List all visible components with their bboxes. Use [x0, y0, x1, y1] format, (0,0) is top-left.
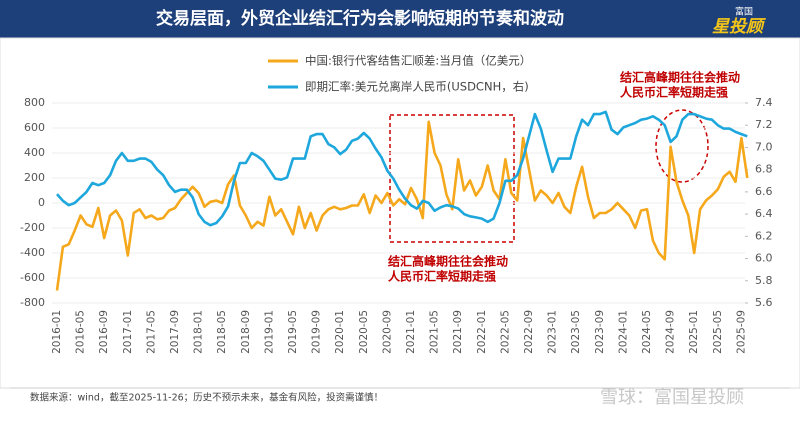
- x-tick-label: 2017-01: [122, 310, 134, 354]
- x-tick-label: 2018-09: [240, 310, 252, 354]
- annotation: 结汇高峰期往往会推动: [388, 254, 508, 269]
- source-note: 数据来源：wind，截至2025-11-26；历史不预示未来，基金有风险，投资需…: [30, 392, 383, 404]
- legend-label: 中国:银行代客结售汇顺差:当月值（亿美元）: [305, 54, 531, 68]
- chart-title: 交易层面，外贸企业结汇行为会影响短期的节奏和波动: [156, 8, 564, 29]
- y-tick-label: 0: [38, 196, 45, 209]
- y2-tick-label: 7.4: [755, 96, 773, 109]
- x-tick-label: 2021-05: [429, 310, 441, 354]
- x-tick-label: 2020-09: [381, 310, 393, 354]
- y2-tick-label: 6.0: [755, 252, 773, 265]
- x-tick-label: 2020-01: [334, 310, 346, 354]
- y2-tick-label: 6.6: [755, 185, 773, 198]
- y-tick-label: 600: [24, 121, 45, 134]
- x-tick-label: 2022-05: [499, 310, 511, 354]
- x-tick-label: 2016-09: [98, 310, 110, 354]
- x-tick-label: 2021-09: [452, 310, 464, 354]
- y-tick-label: -200: [20, 221, 45, 234]
- x-tick-label: 2019-01: [263, 310, 275, 354]
- x-tick-label: 2023-05: [570, 310, 582, 354]
- x-tick-label: 2018-01: [193, 310, 205, 354]
- x-tick-label: 2022-01: [476, 310, 488, 354]
- watermark: 雪球：富国星投顾: [600, 387, 744, 408]
- y-tick-label: -600: [20, 271, 45, 284]
- x-tick-label: 2025-05: [712, 310, 724, 354]
- y2-tick-label: 6.4: [755, 207, 773, 220]
- x-tick-label: 2019-09: [311, 310, 323, 354]
- title-bar: [0, 0, 800, 38]
- x-tick-label: 2025-01: [688, 310, 700, 354]
- x-tick-label: 2018-05: [216, 310, 228, 354]
- x-tick-label: 2021-01: [405, 310, 417, 354]
- x-tick-label: 2024-01: [617, 310, 629, 354]
- y-tick-label: -400: [20, 246, 45, 259]
- x-tick-label: 2024-09: [665, 310, 677, 354]
- x-tick-label: 2017-09: [169, 310, 181, 354]
- y-tick-label: 400: [24, 146, 45, 159]
- annotation: 人民币汇率短期走强: [388, 269, 496, 284]
- x-tick-label: 2025-09: [735, 310, 747, 354]
- annotation: 结汇高峰期往往会推动: [620, 70, 740, 85]
- x-tick-label: 2022-09: [523, 310, 535, 354]
- x-tick-label: 2020-05: [358, 310, 370, 354]
- x-tick-label: 2023-09: [594, 310, 606, 354]
- x-tick-label: 2024-05: [641, 310, 653, 354]
- series-line: [56, 110, 748, 227]
- x-tick-label: 2019-05: [287, 310, 299, 354]
- y2-tick-label: 7.0: [755, 140, 773, 153]
- annotation: 人民币汇率短期走强: [620, 85, 728, 100]
- y-tick-label: 800: [24, 96, 45, 109]
- y2-tick-label: 6.2: [755, 229, 773, 242]
- y-tick-label: -800: [20, 296, 45, 309]
- y2-tick-label: 5.8: [755, 274, 773, 287]
- highlight-ellipse: [655, 109, 709, 183]
- x-tick-label: 2023-01: [547, 310, 559, 354]
- y2-tick-label: 7.2: [755, 118, 773, 131]
- logo-main: 星投顾: [712, 17, 766, 37]
- x-tick-label: 2017-05: [145, 310, 157, 354]
- y-tick-label: 200: [24, 171, 45, 184]
- logo-top: 富国: [735, 6, 753, 18]
- x-tick-label: 2016-05: [75, 310, 87, 354]
- x-tick-label: 2016-01: [51, 310, 63, 354]
- y2-tick-label: 6.8: [755, 163, 773, 176]
- y2-tick-label: 5.6: [755, 296, 773, 309]
- legend-label: 即期汇率:美元兑离岸人民币(USDCNH，右): [305, 80, 529, 94]
- series-line: [55, 120, 749, 291]
